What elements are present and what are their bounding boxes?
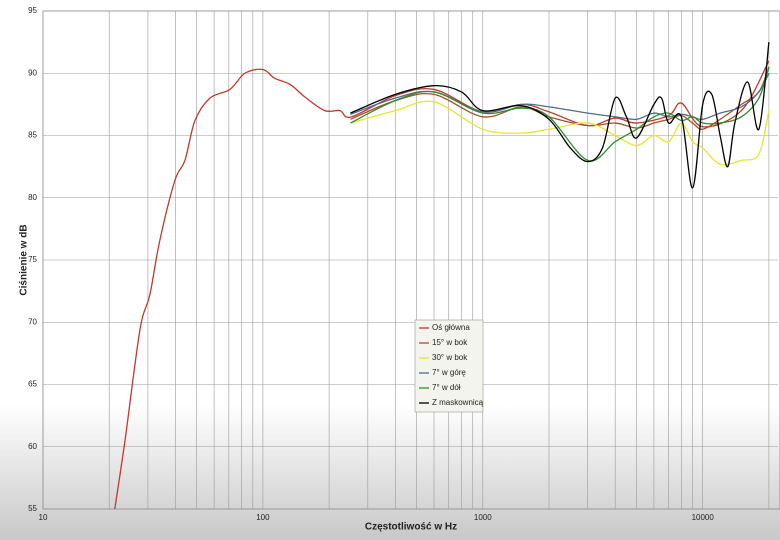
x-axis-title: Częstotliwość w Hz	[365, 522, 457, 533]
y-tick-label: 75	[28, 255, 37, 264]
y-tick-label: 60	[28, 442, 37, 451]
series-line	[350, 42, 770, 189]
legend-box	[414, 319, 484, 413]
legend-label: 7° w dół	[432, 383, 461, 392]
x-tick-label: 100	[256, 513, 270, 522]
y-tick-label: 55	[28, 504, 37, 513]
x-tick-label: 10000	[692, 513, 715, 522]
y-tick-label: 70	[28, 317, 37, 326]
legend-label: Z maskownicą	[432, 398, 484, 407]
x-tick-label: 10	[39, 513, 48, 522]
series-line	[350, 100, 770, 166]
y-tick-label: 80	[28, 193, 37, 202]
series-line	[350, 66, 770, 162]
y-tick-label: 85	[28, 131, 37, 140]
legend: Oś główna 15° w bok 30° w bok 7° w górę 7° w…	[414, 319, 484, 413]
grid	[42, 10, 778, 510]
y-tick-label: 95	[28, 6, 37, 15]
series-line	[350, 66, 770, 130]
legend-label: 7° w górę	[432, 368, 466, 377]
legend-label: 30° w bok	[432, 353, 468, 362]
x-tick-label: 1000	[474, 513, 492, 522]
legend-label: Oś główna	[432, 323, 470, 332]
y-tick-label: 90	[28, 68, 37, 77]
legend-label: 15° w bok	[432, 338, 468, 347]
series-line	[114, 60, 770, 510]
y-tick-label: 65	[28, 380, 37, 389]
y-axis-title: Ciśnienie w dB	[19, 224, 30, 295]
series-line	[350, 72, 770, 121]
